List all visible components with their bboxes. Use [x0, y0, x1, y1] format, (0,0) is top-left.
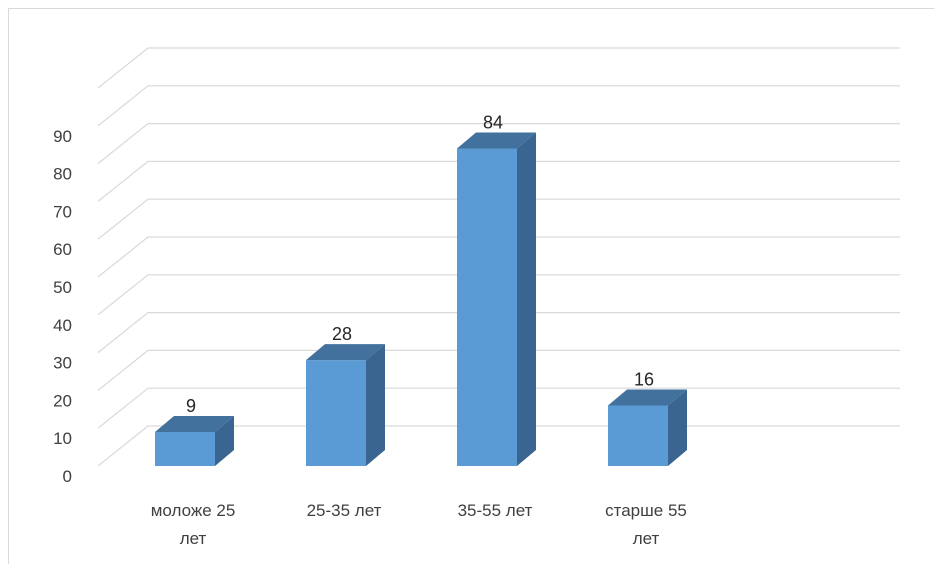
x-tick-label-line: 25-35 лет [307, 501, 382, 520]
bar-top [306, 344, 385, 361]
bar [457, 132, 536, 467]
bar-top [457, 132, 536, 149]
y-tick-label: 90 [53, 127, 72, 146]
y-tick-label: 20 [53, 391, 72, 410]
x-tick-label-line: старше 55 [605, 501, 687, 520]
bar-side [668, 389, 687, 466]
data-labels: 9 28 84 16 [186, 112, 654, 416]
bar-front [306, 360, 366, 466]
bar-side [215, 415, 234, 466]
x-tick-label: моложе 25 лет [151, 501, 236, 548]
data-label: 16 [634, 370, 654, 390]
gridline [97, 160, 900, 202]
y-tick-label: 50 [53, 278, 72, 297]
gridline [97, 47, 900, 89]
x-tick-label: старше 55 лет [605, 501, 687, 548]
bar-side [517, 132, 536, 467]
gridline [97, 274, 900, 316]
x-tick-label: 35-55 лет [458, 501, 533, 520]
bar [155, 415, 234, 466]
bar [306, 344, 385, 466]
gridline [97, 312, 900, 354]
y-tick-label: 10 [53, 429, 72, 448]
x-tick-label-line: моложе 25 [151, 501, 236, 520]
x-tick-label-line: лет [633, 529, 660, 548]
bar-side [366, 344, 385, 466]
bar-front [155, 431, 215, 466]
bar-top [608, 389, 687, 406]
y-tick-label: 0 [63, 467, 72, 486]
y-axis-ticks: 0 10 20 30 40 50 60 70 80 90 [53, 127, 72, 486]
y-tick-label: 30 [53, 354, 72, 373]
gridline [97, 85, 900, 127]
gridline [97, 349, 900, 391]
gridline [97, 387, 900, 429]
y-tick-label: 60 [53, 240, 72, 259]
data-label: 9 [186, 396, 196, 416]
x-tick-label-line: 35-55 лет [458, 501, 533, 520]
x-tick-label-line: лет [180, 529, 207, 548]
bars [155, 132, 687, 467]
y-tick-label: 40 [53, 316, 72, 335]
y-tick-label: 80 [53, 165, 72, 184]
gridline [97, 198, 900, 240]
bar-top [155, 415, 234, 432]
bar-front [457, 148, 517, 467]
bar [608, 389, 687, 466]
x-tick-label: 25-35 лет [307, 501, 382, 520]
bar-front [608, 405, 668, 466]
x-axis-categories: моложе 25 лет 25-35 лет 35-55 лет старше 55 л… [151, 501, 687, 548]
data-label: 84 [483, 112, 503, 132]
y-tick-label: 70 [53, 202, 72, 221]
gridline [97, 122, 900, 165]
gridline [97, 236, 900, 278]
data-label: 28 [332, 324, 352, 344]
